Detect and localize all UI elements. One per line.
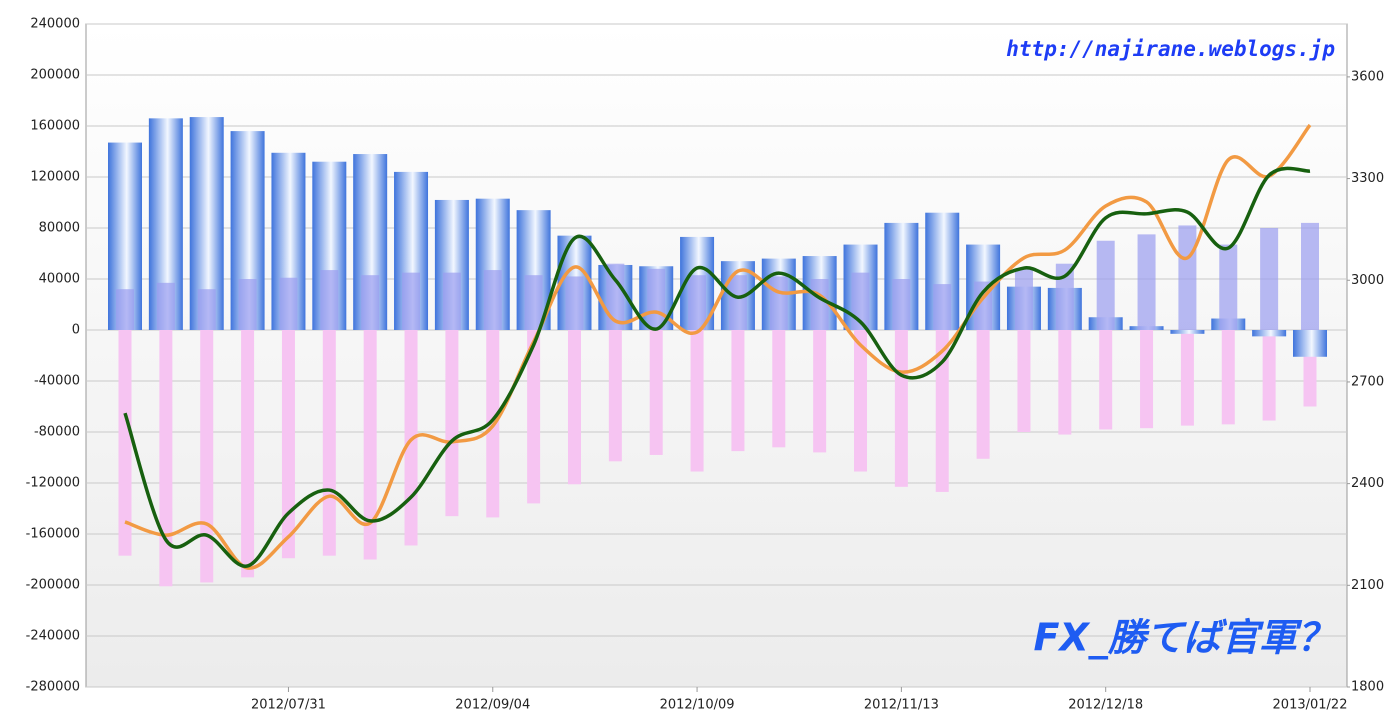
bar bbox=[892, 279, 911, 330]
bar bbox=[241, 330, 255, 578]
y-tick-label: 0 bbox=[72, 323, 80, 338]
bar bbox=[1014, 268, 1033, 330]
bar bbox=[524, 275, 543, 330]
bar bbox=[281, 330, 295, 559]
y2-tick-label: 1800 bbox=[1351, 680, 1384, 695]
bar bbox=[527, 330, 541, 504]
watermark-title: FX_勝てば官軍？ bbox=[1034, 616, 1336, 660]
bar bbox=[1221, 330, 1235, 425]
line bbox=[123, 166, 1311, 568]
bar bbox=[200, 330, 214, 583]
bar bbox=[1140, 330, 1154, 429]
y2-tick-label: 2100 bbox=[1351, 578, 1384, 593]
y-tick-label: -40000 bbox=[34, 374, 80, 389]
x-tick-label: 2012/12/18 bbox=[1068, 698, 1143, 713]
bar bbox=[810, 279, 829, 330]
bar bbox=[935, 330, 949, 492]
bar bbox=[976, 330, 990, 459]
bar bbox=[118, 330, 132, 556]
bar bbox=[649, 330, 663, 455]
bar bbox=[854, 330, 868, 472]
bar bbox=[772, 330, 786, 448]
bar bbox=[731, 330, 745, 452]
x-tick-label: 2013/01/22 bbox=[1273, 698, 1348, 713]
bar bbox=[606, 263, 625, 330]
bar bbox=[565, 276, 584, 330]
plot-area bbox=[85, 23, 1348, 688]
y-tick-label: -160000 bbox=[26, 527, 80, 542]
y-tick-label: -120000 bbox=[26, 476, 80, 491]
bar bbox=[1137, 234, 1156, 330]
y-tick-label: -240000 bbox=[26, 629, 80, 644]
bar bbox=[1055, 263, 1074, 330]
bar bbox=[402, 272, 421, 330]
bar bbox=[1180, 330, 1194, 426]
bar bbox=[156, 282, 175, 330]
bar bbox=[608, 330, 622, 462]
bar bbox=[445, 330, 459, 517]
y-tick-label: 40000 bbox=[39, 272, 80, 287]
bar bbox=[688, 275, 707, 330]
x-tick-label: 2012/09/04 bbox=[455, 698, 530, 713]
bar bbox=[320, 270, 339, 330]
y2-tick-label: 3000 bbox=[1351, 273, 1384, 288]
bar bbox=[933, 284, 952, 330]
x-tick-label: 2012/11/13 bbox=[864, 698, 939, 713]
bar bbox=[1099, 330, 1113, 430]
bar bbox=[690, 330, 704, 472]
bar bbox=[1170, 330, 1205, 334]
bar bbox=[813, 330, 827, 453]
y-tick-label: -200000 bbox=[26, 578, 80, 593]
bar bbox=[238, 279, 257, 330]
bar bbox=[1262, 330, 1276, 421]
bar bbox=[728, 275, 747, 330]
bar bbox=[1017, 330, 1031, 432]
line bbox=[124, 123, 1312, 570]
bar bbox=[159, 330, 173, 587]
bar bbox=[1096, 240, 1115, 330]
bar bbox=[1301, 222, 1319, 330]
x-tick-label: 2012/10/09 bbox=[660, 698, 735, 713]
bar bbox=[769, 276, 788, 330]
x-tick-label: 2012/07/31 bbox=[251, 698, 326, 713]
watermark-url: http://najirane.weblogs.jp bbox=[1006, 37, 1335, 61]
y2-tick-label: 2400 bbox=[1351, 476, 1384, 491]
bar bbox=[322, 330, 336, 556]
y2-tick-label: 3600 bbox=[1351, 69, 1384, 84]
bar bbox=[647, 268, 666, 330]
bar bbox=[1058, 330, 1072, 435]
bar bbox=[567, 330, 581, 485]
bar bbox=[442, 272, 461, 330]
y-tick-label: 120000 bbox=[30, 170, 80, 185]
bar bbox=[1178, 225, 1197, 330]
bar bbox=[1219, 244, 1238, 330]
y2-tick-label: 2700 bbox=[1351, 374, 1384, 389]
y-tick-label: -280000 bbox=[26, 680, 80, 695]
y2-tick-label: 3300 bbox=[1351, 171, 1384, 186]
bar bbox=[116, 289, 134, 330]
bar bbox=[483, 270, 502, 330]
bar bbox=[1293, 330, 1327, 357]
y-tick-label: 160000 bbox=[30, 119, 80, 134]
y-tick-label: 80000 bbox=[39, 221, 80, 236]
bar bbox=[851, 272, 870, 330]
y-tick-label: 200000 bbox=[30, 68, 80, 83]
bar bbox=[279, 277, 298, 330]
bar bbox=[894, 330, 908, 487]
bar bbox=[361, 275, 380, 330]
bar bbox=[1260, 228, 1279, 330]
bar bbox=[1252, 330, 1287, 337]
y-tick-label: 240000 bbox=[30, 17, 80, 32]
bar bbox=[363, 330, 377, 560]
y-tick-label: -80000 bbox=[34, 425, 80, 440]
bar bbox=[197, 289, 216, 330]
